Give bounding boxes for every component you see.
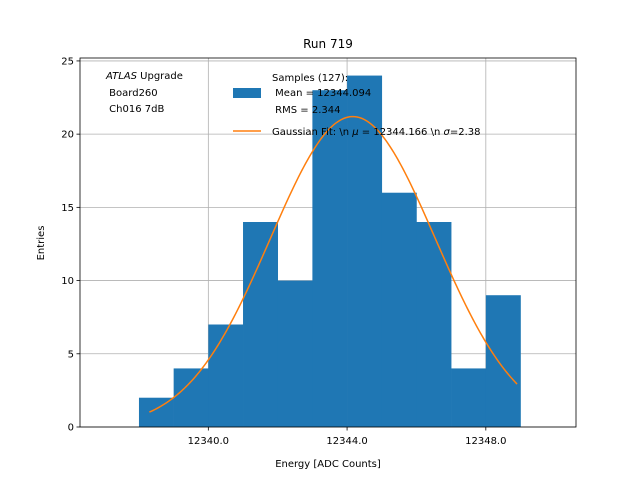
- y-axis-label: Entries: [36, 226, 47, 261]
- legend-fit-sigma: σ: [443, 127, 450, 138]
- legend-samples-line-1: Samples (127):: [272, 73, 348, 84]
- x-axis-ticks: 12340.0 12344.0 12348.0: [188, 427, 506, 447]
- x-tick-label: 12340.0: [188, 436, 229, 447]
- legend-fit-middle: = 12344.166 \n: [359, 127, 444, 138]
- x-tick-label: 12348.0: [465, 436, 506, 447]
- histogram-bar: [277, 280, 313, 427]
- legend-samples-line-2: Mean = 12344.094: [272, 88, 371, 99]
- histogram-bar: [208, 324, 244, 427]
- gaussian-fit-line: [149, 115, 518, 413]
- y-axis-ticks: 0 5 10 15 20 25: [61, 56, 80, 434]
- histogram-bar: [173, 368, 209, 427]
- histogram-bar: [347, 75, 383, 428]
- y-tick-label: 25: [61, 56, 74, 67]
- histogram-bar: [416, 222, 452, 427]
- legend-fit-prefix: Gaussian Fit: \n: [272, 127, 352, 138]
- y-tick-label: 10: [61, 276, 74, 287]
- annotation-line-3: Ch016 7dB: [106, 104, 164, 115]
- y-tick-label: 15: [61, 203, 74, 214]
- legend-patch-samples: [233, 88, 261, 98]
- histogram-bars: [138, 75, 521, 428]
- histogram-bar: [243, 222, 279, 427]
- x-tick-label: 12344.0: [326, 436, 367, 447]
- annotation-line-2: Board260: [106, 88, 158, 99]
- legend-fit-suffix: =2.38: [450, 127, 481, 138]
- histogram-bar: [451, 368, 487, 427]
- y-tick-label: 0: [68, 423, 74, 434]
- annotation-line-1: ATLAS Upgrade: [105, 71, 183, 82]
- histogram-bar: [485, 295, 521, 427]
- legend-fit-label: Gaussian Fit: \n μ = 12344.166 \n σ=2.38: [272, 127, 480, 138]
- x-axis-label: Energy [ADC Counts]: [275, 459, 381, 470]
- annotation-box: ATLAS Upgrade Board260 Ch016 7dB: [105, 71, 183, 115]
- plot-frame: [79, 57, 577, 428]
- y-tick-label: 20: [61, 130, 74, 141]
- histogram-bar: [138, 397, 174, 427]
- histogram-bar: [312, 90, 348, 427]
- y-tick-label: 5: [68, 349, 74, 360]
- annotation-rest: Upgrade: [137, 71, 183, 82]
- histogram-bar: [381, 192, 417, 427]
- legend-fit-mu: μ: [351, 127, 358, 138]
- legend: Samples (127): Mean = 12344.094 RMS = 2.…: [233, 73, 480, 138]
- chart-title: Run 719: [303, 37, 353, 51]
- legend-samples-line-3: RMS = 2.344: [272, 105, 340, 116]
- annotation-italic: ATLAS: [105, 71, 138, 82]
